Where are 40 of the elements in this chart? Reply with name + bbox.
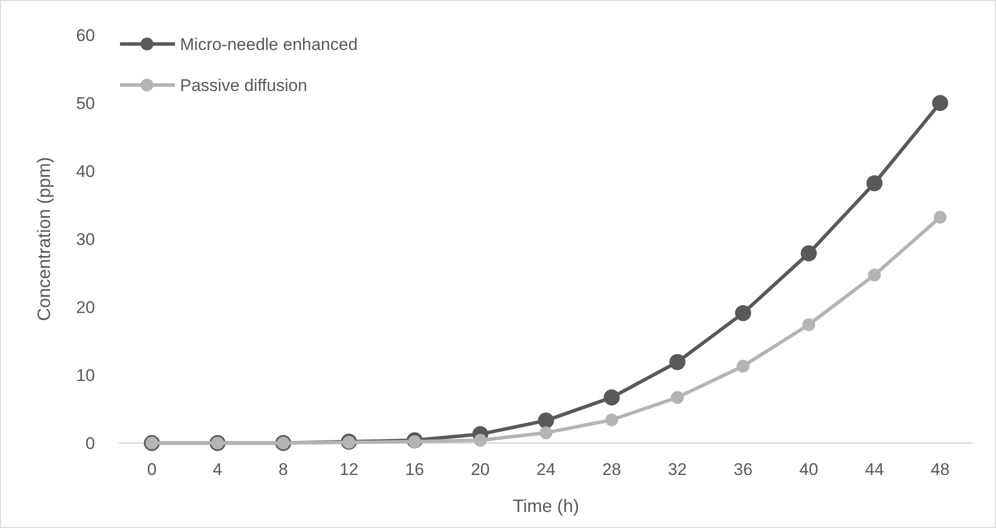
y-tick-label: 50: [76, 94, 95, 113]
point: [604, 389, 620, 406]
y-tick-label: 20: [76, 298, 95, 317]
y-axis-title: Concentration (ppm): [34, 156, 54, 322]
point: [932, 94, 948, 112]
point: [670, 391, 684, 404]
point: [735, 305, 752, 322]
x-tick-label: 8: [278, 460, 288, 479]
x-tick-label: 28: [602, 460, 622, 479]
x-axis-title: Time (h): [512, 496, 580, 516]
point: [605, 413, 618, 426]
x-tick-label: 12: [339, 460, 358, 479]
y-tick-label: 60: [76, 26, 95, 45]
point: [868, 268, 881, 282]
point: [800, 245, 817, 262]
x-tick-label: 48: [930, 460, 950, 479]
y-tick-label: 10: [76, 366, 95, 385]
legend-label: Passive diffusion: [180, 76, 308, 95]
y-tick-label: 0: [86, 434, 95, 453]
x-tick-label: 32: [668, 460, 687, 479]
point: [474, 434, 487, 447]
x-tick-label: 16: [405, 460, 424, 479]
legend-label: Micro-needle enhanced: [180, 34, 358, 54]
x-tick-label: 0: [147, 460, 157, 479]
point: [538, 412, 554, 429]
y-tick-label: 30: [76, 230, 95, 249]
point: [934, 210, 947, 224]
point: [736, 360, 750, 373]
point: [408, 435, 422, 448]
point: [669, 354, 686, 370]
x-tick-label: 24: [536, 460, 556, 479]
x-tick-label: 20: [470, 460, 490, 479]
x-tick-label: 44: [865, 460, 884, 479]
point: [802, 318, 816, 332]
x-tick-label: 36: [734, 460, 753, 479]
y-tick-label: 40: [76, 162, 95, 181]
point: [866, 175, 883, 192]
x-tick-label: 4: [212, 460, 222, 479]
point: [540, 426, 552, 440]
x-tick-label: 40: [799, 460, 818, 479]
